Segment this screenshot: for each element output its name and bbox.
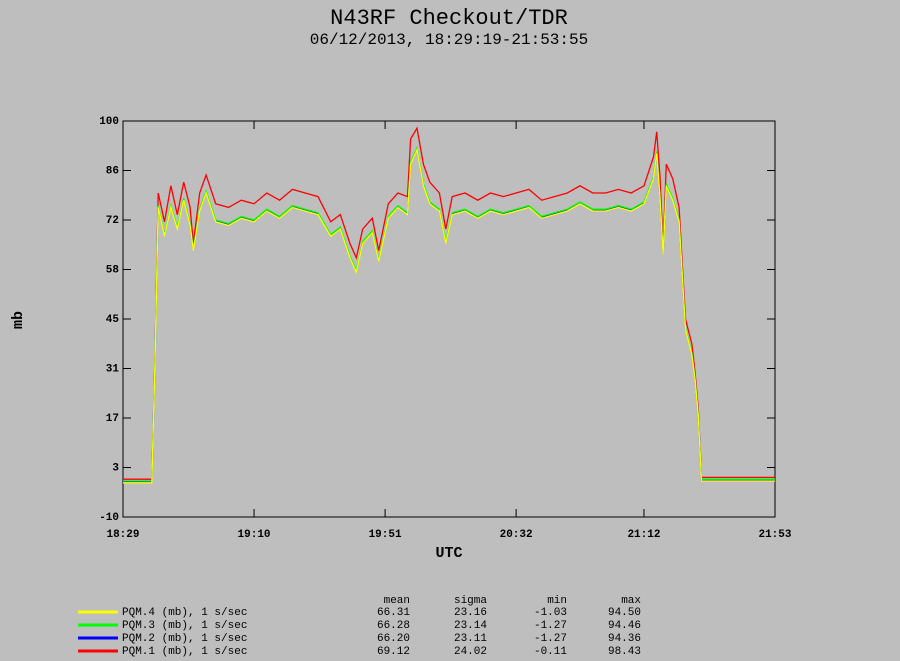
stats-value: 94.46 [608,620,641,632]
y-tick-label: 17 [106,413,119,425]
x-tick-label: 19:51 [369,529,402,541]
stats-value: -1.27 [534,620,567,632]
y-axis-label: mb [10,311,27,329]
stats-header: min [547,595,567,607]
stats-value: 66.28 [377,620,410,632]
chart-title: N43RF Checkout/TDR [330,6,568,31]
x-tick-label: 18:29 [106,529,139,541]
stats-header: max [621,595,641,607]
legend-label: PQM.1 (mb), 1 s/sec [122,646,247,658]
legend-label: PQM.3 (mb), 1 s/sec [122,620,247,632]
plot-frame [122,120,776,518]
legend-label: PQM.2 (mb), 1 s/sec [122,633,247,645]
y-tick-label: 86 [106,165,119,177]
stats-value: 23.16 [454,607,487,619]
x-tick-label: 19:10 [238,529,271,541]
stats-value: 94.50 [608,607,641,619]
stats-value: 23.14 [454,620,487,632]
y-tick-label: 100 [99,116,119,128]
series-line [123,126,775,480]
stats-value: 94.36 [608,633,641,645]
stats-value: 23.11 [454,633,487,645]
stats-value: 98.43 [608,646,641,658]
y-tick-label: 58 [106,264,120,276]
y-tick-label: -10 [99,512,119,524]
y-tick-label: 45 [106,314,120,326]
stats-value: 24.02 [454,646,487,658]
chart-subtitle: 06/12/2013, 18:29:19-21:53:55 [310,31,588,49]
stats-header: sigma [454,595,487,607]
x-axis-label: UTC [435,545,462,562]
series-line [123,147,775,484]
stats-value: 66.20 [377,633,410,645]
y-tick-label: 3 [112,462,119,474]
legend-label: PQM.4 (mb), 1 s/sec [122,607,247,619]
x-tick-label: 21:12 [627,529,660,541]
y-tick-label: 31 [106,363,120,375]
stats-header: mean [384,595,410,607]
y-tick-label: 72 [106,215,119,227]
x-tick-label: 21:53 [758,529,791,541]
x-tick-label: 20:32 [500,529,533,541]
stats-value: -1.27 [534,633,567,645]
stats-value: -1.03 [534,607,567,619]
stats-value: -0.11 [534,646,567,658]
stats-value: 66.31 [377,607,410,619]
stats-value: 69.12 [377,646,410,658]
